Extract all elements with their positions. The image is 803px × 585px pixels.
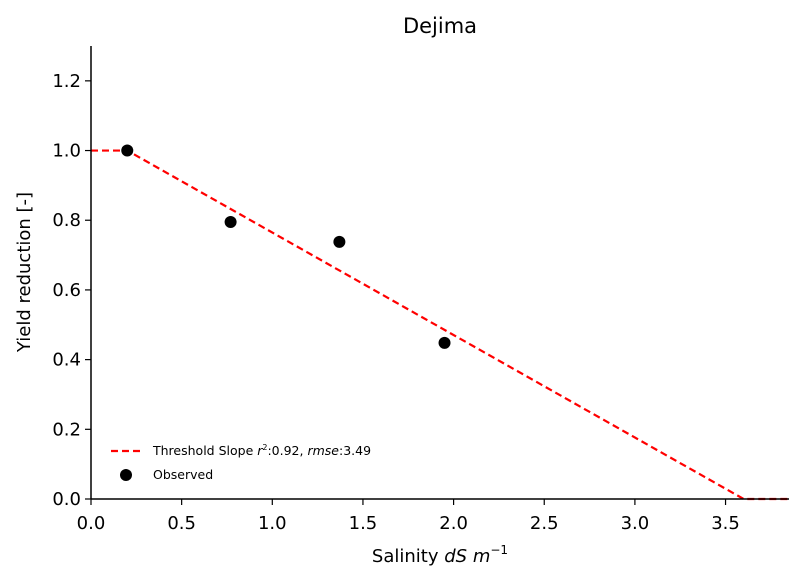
y-tick-label: 0.6 (52, 280, 81, 301)
y-axis-ticks: 0.0 0.2 0.4 0.6 0.8 1.0 1.2 (52, 71, 91, 510)
y-tick-label: 0.0 (52, 489, 81, 510)
y-tick-label: 0.4 (52, 350, 81, 371)
x-axis-label: Salinity dS m−1 (372, 543, 508, 567)
observed-point (224, 215, 237, 228)
observed-point (333, 235, 346, 248)
y-tick-label: 0.2 (52, 419, 81, 440)
x-tick-label: 2.5 (530, 513, 559, 534)
x-tick-label: 1.0 (258, 513, 287, 534)
x-tick-label: 2.0 (439, 513, 468, 534)
plot-area (91, 144, 789, 501)
y-tick-label: 1.2 (52, 71, 81, 92)
x-tick-label: 3.0 (621, 513, 650, 534)
legend-scatter-label: Observed (153, 467, 213, 482)
legend: Threshold Slope r2:0.92, rmse:3.49 Obser… (111, 443, 371, 482)
x-axis-ticks: 0.0 0.5 1.0 1.5 2.0 2.5 3.0 3.5 (77, 499, 740, 534)
threshold-slope-line (91, 149, 789, 501)
chart-title: Dejima (403, 14, 477, 38)
legend-line-label: Threshold Slope r2:0.92, rmse:3.49 (152, 443, 371, 458)
x-tick-label: 1.5 (349, 513, 378, 534)
observed-point (438, 336, 451, 349)
x-tick-label: 0.0 (77, 513, 106, 534)
legend-marker-swatch (120, 469, 132, 481)
y-tick-label: 0.8 (52, 210, 81, 231)
y-tick-label: 1.0 (52, 141, 81, 162)
observed-point (121, 144, 134, 157)
y-axis-label: Yield reduction [-] (14, 192, 35, 353)
x-tick-label: 3.5 (711, 513, 740, 534)
x-tick-label: 0.5 (167, 513, 196, 534)
